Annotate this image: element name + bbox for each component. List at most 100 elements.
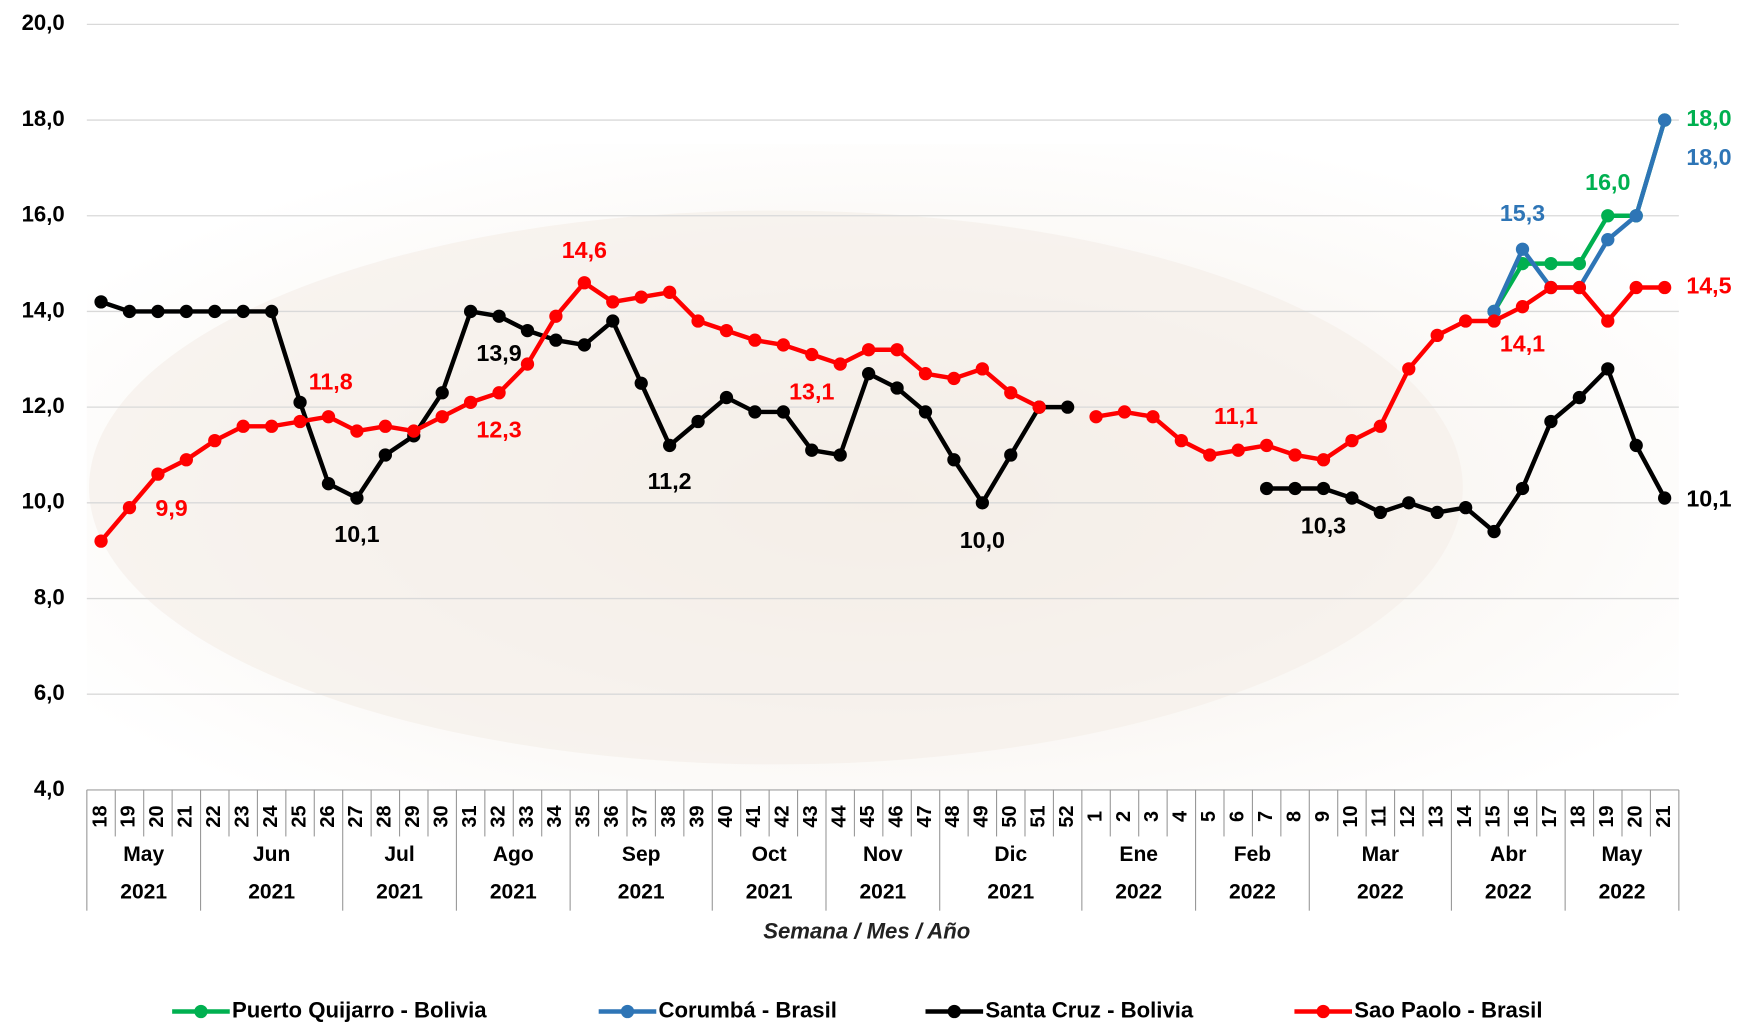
x-tick-label: 49 [971, 805, 993, 827]
x-tick-label: 29 [402, 805, 424, 827]
data-point [1516, 243, 1529, 256]
y-tick-label: 6,0 [34, 680, 65, 705]
data-point [1487, 525, 1500, 538]
x-tick-label: 7 [1255, 811, 1277, 822]
data-point [862, 367, 875, 380]
x-tick-label: 1 [1084, 811, 1106, 822]
data-label: 10,1 [334, 521, 379, 547]
data-point [1601, 314, 1614, 327]
data-point [1431, 506, 1444, 519]
data-point [1089, 410, 1102, 423]
x-tick-label: 46 [885, 805, 907, 827]
month-label: Dic [994, 843, 1027, 866]
data-point [862, 343, 875, 356]
x-tick-label: 22 [203, 805, 225, 827]
data-point [1374, 420, 1387, 433]
month-label: Mar [1362, 843, 1399, 866]
data-point [1487, 314, 1500, 327]
legend-label: Corumbá - Brasil [659, 997, 837, 1022]
legend-marker [621, 1005, 634, 1018]
year-label: 2021 [859, 881, 906, 904]
x-tick-label: 23 [231, 805, 253, 827]
x-tick-label: 43 [800, 805, 822, 827]
data-point [1317, 453, 1330, 466]
y-tick-label: 16,0 [22, 202, 65, 227]
data-point [208, 305, 221, 318]
data-point [1033, 400, 1046, 413]
data-point [1402, 362, 1415, 375]
year-label: 2021 [618, 881, 665, 904]
month-label: Feb [1234, 843, 1271, 866]
data-label: 14,5 [1686, 273, 1731, 299]
data-point [180, 305, 193, 318]
data-point [1118, 405, 1131, 418]
x-tick-label: 9 [1312, 811, 1334, 822]
legend-label: Sao Paolo - Brasil [1354, 997, 1542, 1022]
data-point [919, 367, 932, 380]
data-point [237, 305, 250, 318]
x-tick-label: 52 [1056, 805, 1078, 827]
data-point [578, 338, 591, 351]
data-point [549, 334, 562, 347]
data-point [947, 372, 960, 385]
year-label: 2021 [490, 881, 537, 904]
data-point [720, 324, 733, 337]
x-tick-label: 21 [1653, 805, 1675, 827]
data-point [663, 439, 676, 452]
data-point [635, 290, 648, 303]
data-point [691, 415, 704, 428]
x-tick-label: 37 [629, 805, 651, 827]
data-point [976, 362, 989, 375]
x-tick-label: 26 [317, 805, 339, 827]
y-tick-label: 18,0 [22, 106, 65, 131]
data-point [293, 396, 306, 409]
data-point [691, 314, 704, 327]
data-point [1544, 281, 1557, 294]
data-point [805, 444, 818, 457]
data-point [464, 396, 477, 409]
data-point [1573, 281, 1586, 294]
data-point [1601, 209, 1614, 222]
legend-marker [1317, 1005, 1330, 1018]
x-tick-label: 45 [857, 805, 879, 827]
x-tick-label: 39 [686, 805, 708, 827]
data-point [1516, 300, 1529, 313]
data-point [436, 386, 449, 399]
year-label: 2022 [1599, 881, 1646, 904]
month-label: Jun [253, 843, 290, 866]
data-point [748, 334, 761, 347]
data-label: 10,1 [1686, 485, 1731, 511]
y-tick-label: 10,0 [22, 489, 65, 514]
x-tick-label: 48 [942, 805, 964, 827]
x-tick-label: 19 [1596, 805, 1618, 827]
year-label: 2022 [1485, 881, 1532, 904]
data-label: 14,1 [1500, 331, 1545, 357]
data-point [1374, 506, 1387, 519]
data-label: 11,8 [309, 369, 353, 395]
data-point [1260, 439, 1273, 452]
data-point [1431, 329, 1444, 342]
year-label: 2021 [987, 881, 1034, 904]
data-point [293, 415, 306, 428]
x-tick-label: 25 [288, 805, 310, 827]
data-point [748, 405, 761, 418]
year-label: 2021 [746, 881, 793, 904]
data-point [1658, 113, 1671, 126]
data-point [1601, 362, 1614, 375]
data-point [265, 305, 278, 318]
data-point [350, 424, 363, 437]
data-point [1260, 482, 1273, 495]
data-point [1004, 448, 1017, 461]
month-label: Ene [1119, 843, 1158, 866]
data-point [237, 420, 250, 433]
data-label: 18,0 [1686, 105, 1731, 131]
data-point [606, 295, 619, 308]
year-label: 2021 [376, 881, 423, 904]
x-tick-label: 15 [1482, 805, 1504, 827]
y-tick-label: 8,0 [34, 584, 65, 609]
x-tick-label: 32 [487, 805, 509, 827]
data-point [322, 477, 335, 490]
data-point [322, 410, 335, 423]
data-point [663, 286, 676, 299]
data-point [947, 453, 960, 466]
